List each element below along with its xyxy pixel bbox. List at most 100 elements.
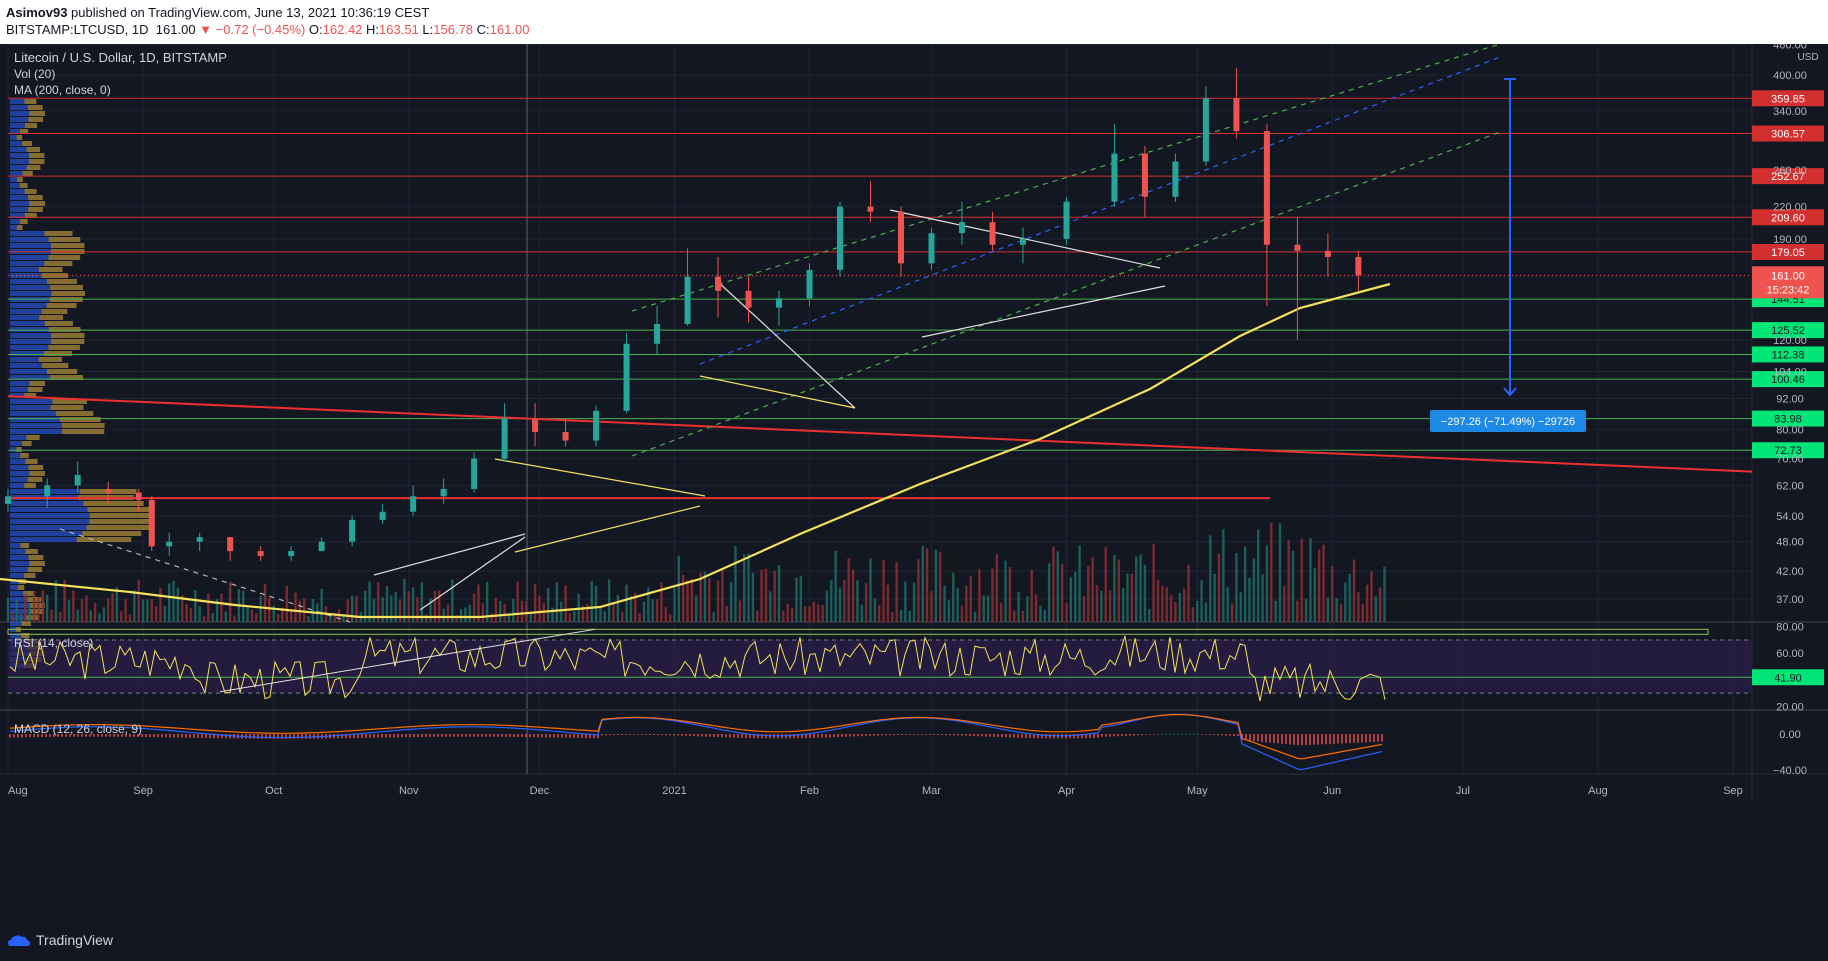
volume-bar <box>433 591 437 622</box>
candle-body <box>958 222 965 234</box>
macd-histogram-bar <box>117 734 119 737</box>
macd-histogram-bar <box>481 734 483 737</box>
profile-buy-bar <box>10 633 21 638</box>
macd-histogram-bar <box>613 734 615 736</box>
candle-body <box>1355 256 1362 276</box>
volume-bar <box>1108 590 1112 622</box>
macd-histogram-bar <box>829 734 831 738</box>
support-level-tag <box>1752 346 1824 363</box>
volume-bar <box>106 598 110 622</box>
macd-histogram-bar <box>41 734 43 738</box>
close-label: C: <box>476 22 490 37</box>
macd-histogram-bar <box>729 734 731 738</box>
volume-bar <box>403 578 406 622</box>
volume-bar <box>734 545 737 622</box>
volume-bar <box>198 606 201 622</box>
candle-body <box>148 500 155 547</box>
macd-histogram-bar <box>1117 734 1119 737</box>
volume-bar <box>372 598 376 622</box>
profile-buy-bar <box>10 375 51 380</box>
macd-histogram-bar <box>965 734 967 736</box>
profile-sell-bar <box>27 105 43 110</box>
volume-bar <box>1143 564 1147 622</box>
profile-buy-bar <box>10 267 39 272</box>
profile-sell-bar <box>28 159 45 164</box>
tradingview-logo[interactable]: TradingView <box>8 932 113 948</box>
macd-histogram-bar <box>1325 734 1327 745</box>
macd-histogram-bar <box>541 734 543 738</box>
macd-histogram-bar <box>1293 734 1295 745</box>
volume-bar <box>420 582 424 622</box>
profile-sell-bar <box>42 363 69 368</box>
volume-bar <box>956 588 959 622</box>
footer-bar: TradingView <box>0 922 1828 961</box>
profile-sell-bar <box>16 447 22 452</box>
volume-bar <box>590 580 593 622</box>
macd-histogram-bar <box>109 734 111 737</box>
profile-buy-bar <box>10 183 20 188</box>
profile-buy-bar <box>10 303 47 308</box>
rsi-trendline <box>219 628 596 693</box>
macd-histogram-bar <box>881 734 883 736</box>
macd-histogram-bar <box>1185 733 1187 735</box>
macd-histogram-bar <box>953 734 955 736</box>
macd-histogram-bar <box>273 734 275 739</box>
channel-lower-line <box>631 131 1501 457</box>
candle-body <box>501 418 508 459</box>
profile-sell-bar <box>26 147 40 152</box>
support-level-label: 100.46 <box>1771 374 1805 386</box>
macd-histogram-bar <box>1125 734 1127 736</box>
volume-bar <box>716 580 720 622</box>
volume-bar <box>1139 554 1142 622</box>
macd-histogram-bar <box>33 734 35 738</box>
macd-histogram-bar <box>873 734 875 736</box>
profile-sell-bar <box>89 513 155 518</box>
candle-body <box>1141 153 1148 197</box>
volume-bar <box>1213 573 1216 622</box>
macd-histogram-bar <box>425 734 427 737</box>
chart-canvas[interactable]: 359.85306.57252.67209.60179.05144.51125.… <box>0 44 1828 922</box>
author-name[interactable]: Asimov93 <box>6 5 68 20</box>
macd-histogram-bar <box>285 734 287 739</box>
profile-buy-bar <box>10 177 18 182</box>
macd-histogram-bar <box>809 734 811 739</box>
macd-histogram-bar <box>301 734 303 739</box>
macd-histogram-bar <box>545 734 547 738</box>
macd-histogram-bar <box>509 734 511 737</box>
price-tick-label: 260.00 <box>1773 165 1807 177</box>
macd-histogram-bar <box>521 734 523 738</box>
legend-rsi: RSI (14, close) <box>14 636 93 650</box>
macd-histogram-bar <box>845 734 847 737</box>
macd-histogram-bar <box>1009 734 1011 738</box>
red-trendline <box>7 395 1753 473</box>
profile-buy-bar <box>10 321 45 326</box>
macd-histogram-bar <box>1341 734 1343 744</box>
macd-histogram-bar <box>993 734 995 737</box>
profile-buy-bar <box>10 273 42 278</box>
profile-buy-bar <box>10 573 25 578</box>
profile-buy-bar <box>10 189 25 194</box>
profile-sell-bar <box>28 609 45 614</box>
profile-buy-bar <box>10 585 18 590</box>
macd-histogram-bar <box>1133 734 1135 736</box>
profile-buy-bar <box>10 423 63 428</box>
macd-histogram-bar <box>57 734 59 737</box>
volume-bar <box>1187 564 1190 622</box>
profile-buy-bar <box>10 213 25 218</box>
profile-sell-bar <box>44 261 73 266</box>
rsi-tick-label: 20.00 <box>1776 701 1804 713</box>
volume-bar <box>289 610 293 622</box>
macd-histogram-bar <box>309 734 311 739</box>
volume-bar <box>1309 538 1312 622</box>
candle-body <box>989 222 996 245</box>
price-tick-label: 340.00 <box>1773 106 1807 118</box>
macd-histogram-bar <box>1281 734 1283 744</box>
macd-histogram-bar <box>1313 734 1315 745</box>
macd-histogram-bar <box>485 734 487 737</box>
volume-bar <box>442 608 445 622</box>
macd-histogram-bar <box>1237 734 1239 737</box>
profile-sell-bar <box>24 213 37 218</box>
profile-buy-bar <box>10 195 29 200</box>
profile-buy-bar <box>10 285 51 290</box>
volume-bar <box>224 611 228 622</box>
